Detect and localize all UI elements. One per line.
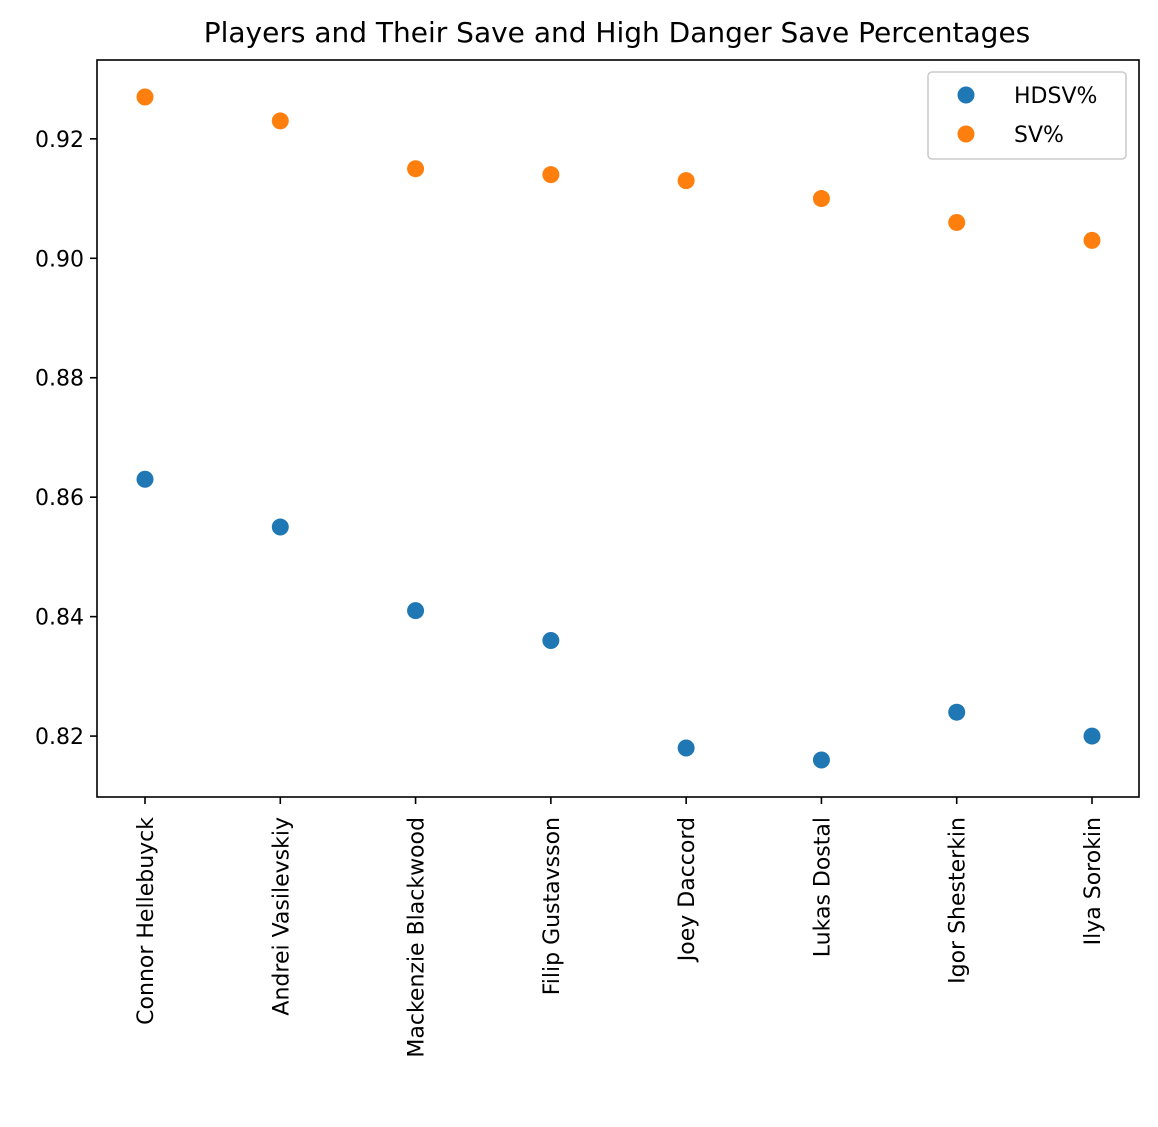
point-hdsv-6 bbox=[812, 751, 830, 769]
point-hdsv-4 bbox=[542, 632, 560, 650]
legend-label: SV% bbox=[1014, 123, 1064, 148]
point-hdsv-1 bbox=[136, 470, 154, 488]
point-hdsv-5 bbox=[677, 739, 695, 757]
legend-label: HDSV% bbox=[1014, 84, 1097, 109]
point-sv-3 bbox=[407, 160, 425, 178]
point-sv-6 bbox=[812, 190, 830, 208]
x-tick-label: Joey Daccord bbox=[675, 817, 700, 963]
point-hdsv-3 bbox=[407, 602, 425, 620]
x-tick-label: Andrei Vasilevskiy bbox=[269, 817, 294, 1016]
data-points bbox=[136, 88, 1101, 769]
x-tick-label: Ilya Sorokin bbox=[1081, 817, 1106, 945]
point-hdsv-2 bbox=[271, 518, 289, 536]
x-tick-label: Connor Hellebuyck bbox=[134, 817, 159, 1025]
x-tick-label: Filip Gustavsson bbox=[540, 817, 565, 995]
chart-title: Players and Their Save and High Danger S… bbox=[204, 16, 1031, 49]
legend: HDSV% SV% bbox=[927, 71, 1127, 160]
y-tick-label: 0.84 bbox=[35, 606, 84, 631]
y-tick-label: 0.82 bbox=[35, 725, 84, 750]
point-sv-5 bbox=[677, 172, 695, 190]
y-tick-label: 0.90 bbox=[35, 247, 84, 272]
point-hdsv-8 bbox=[1083, 727, 1101, 745]
x-tick-label: Igor Shesterkin bbox=[946, 817, 971, 984]
y-tick-label: 0.92 bbox=[35, 128, 84, 153]
x-axis: Connor Hellebuyck Andrei Vasilevskiy Macke… bbox=[134, 797, 1106, 1058]
plot-area bbox=[96, 59, 1140, 798]
legend-marker bbox=[957, 86, 975, 104]
point-sv-2 bbox=[271, 112, 289, 130]
point-sv-7 bbox=[948, 213, 966, 231]
point-sv-4 bbox=[542, 166, 560, 184]
point-hdsv-7 bbox=[948, 703, 966, 721]
point-sv-1 bbox=[136, 88, 154, 106]
legend-box bbox=[927, 71, 1127, 160]
y-tick-label: 0.86 bbox=[35, 486, 84, 511]
x-tick-label: Mackenzie Blackwood bbox=[405, 817, 430, 1058]
y-tick-label: 0.88 bbox=[35, 367, 84, 392]
x-tick-label: Lukas Dostal bbox=[810, 817, 835, 957]
y-axis: 0.82 0.84 0.86 0.88 0.90 0.92 bbox=[35, 128, 97, 750]
legend-marker bbox=[957, 125, 975, 143]
point-sv-8 bbox=[1083, 231, 1101, 249]
